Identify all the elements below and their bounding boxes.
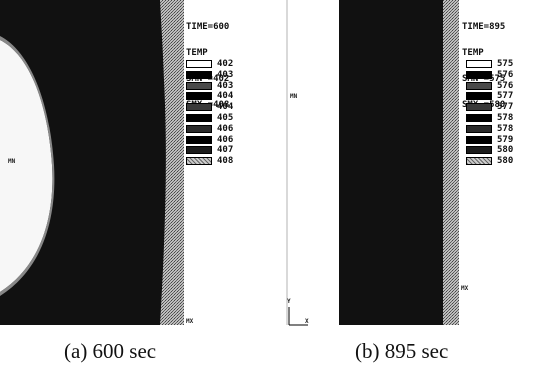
min-marker-a: MN xyxy=(8,158,16,165)
legend-swatch xyxy=(186,60,212,68)
legend-level-value: 579 xyxy=(497,134,514,145)
legend-swatch xyxy=(186,81,212,90)
legend-level-value: 575 xyxy=(497,59,514,69)
legend-swatch xyxy=(466,146,492,155)
field-stipple-band xyxy=(443,0,459,325)
legend-swatch xyxy=(186,124,212,133)
legend-level-value: 407 xyxy=(217,145,234,156)
legend-level-value: 403 xyxy=(217,80,234,91)
field-stipple-band xyxy=(160,0,184,325)
max-marker-a: MX xyxy=(186,318,194,325)
max-marker-b: MX xyxy=(461,285,469,292)
legend-swatch xyxy=(186,135,212,144)
legend-level-value: 405 xyxy=(217,112,234,123)
axis-y-label: Y xyxy=(287,298,291,305)
legend-swatch xyxy=(186,157,212,166)
field-light-strip xyxy=(286,0,288,325)
legend-level-value: 404 xyxy=(217,102,234,113)
legend-level-value: 576 xyxy=(497,80,514,91)
legend-swatch xyxy=(466,124,492,133)
legend-level-value: 406 xyxy=(217,134,234,145)
legend-level-value: 576 xyxy=(497,69,514,80)
variable-label: TEMP xyxy=(186,47,208,58)
legend-level-value: 406 xyxy=(217,123,234,134)
legend-level-value: 578 xyxy=(497,123,514,134)
field-dark-region xyxy=(339,0,443,325)
time-label: TIME=600 xyxy=(186,22,230,33)
field-light-region xyxy=(0,40,53,292)
time-label: TIME=895 xyxy=(462,22,506,33)
contour-plot-a: TIME=600 TEMP SMN =402 SMX =408 40240340… xyxy=(0,0,270,330)
legend-level-value: 402 xyxy=(217,59,234,69)
axis-triad xyxy=(288,307,308,326)
legend-swatch xyxy=(466,103,492,112)
legend-level-value: 577 xyxy=(497,91,514,102)
legend-swatch xyxy=(466,135,492,144)
caption-b: (b) 895 sec xyxy=(355,339,449,363)
legend-swatch xyxy=(466,70,492,79)
legend-swatch xyxy=(466,113,492,122)
legend-swatch xyxy=(466,157,492,166)
legend-swatch xyxy=(186,92,212,101)
legend-swatch xyxy=(186,70,212,79)
temperature-field-b xyxy=(286,0,459,326)
legend-level-value: 580 xyxy=(497,156,514,167)
legend-level-value: 404 xyxy=(217,91,234,102)
caption-a: (a) 600 sec xyxy=(64,339,157,363)
legend-swatch xyxy=(466,81,492,90)
legend-swatch xyxy=(466,92,492,101)
legend-level-value: 408 xyxy=(217,156,234,167)
variable-label: TEMP xyxy=(462,47,484,58)
legend-swatch xyxy=(186,103,212,112)
legend-swatch xyxy=(186,146,212,155)
legend-level-value: 580 xyxy=(497,145,514,156)
axis-x-label: X xyxy=(305,318,309,325)
legend-level-value: 403 xyxy=(217,69,234,80)
legend-level-value: 578 xyxy=(497,112,514,123)
legend-swatch xyxy=(466,60,492,68)
temperature-field-a xyxy=(0,0,184,325)
legend-swatch xyxy=(186,113,212,122)
legend-level-value: 577 xyxy=(497,102,514,113)
contour-plot-b: TIME=895 TEMP SMN =575 SMX =580 57557657… xyxy=(272,0,548,330)
min-marker-b: MN xyxy=(290,93,298,100)
